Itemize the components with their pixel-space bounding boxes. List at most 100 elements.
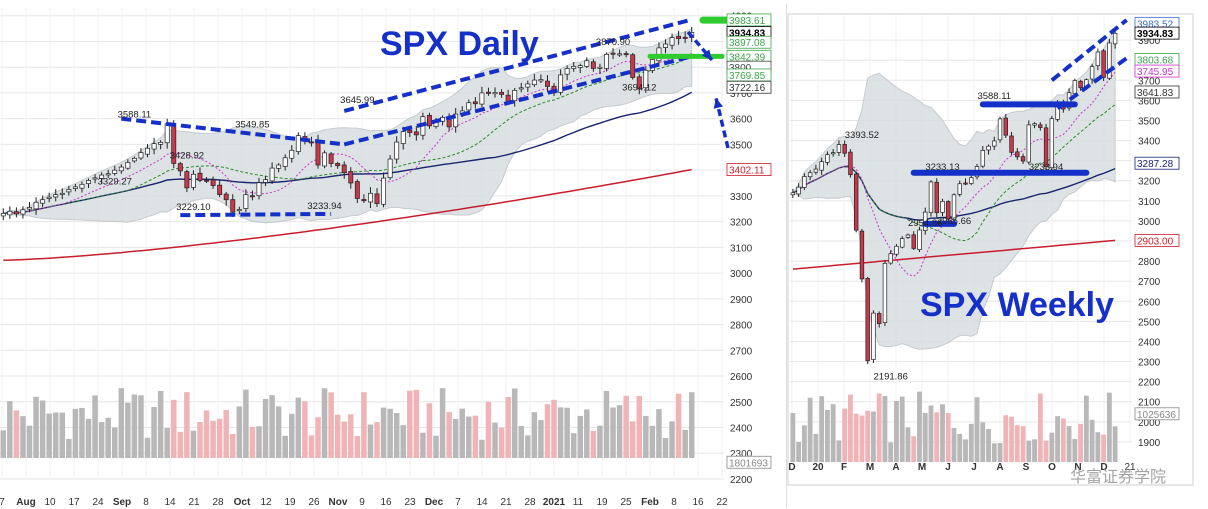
volume-bar-27 [945, 412, 951, 462]
volume-bar-28 [184, 392, 190, 458]
y-tick-label-2500: 2500 [1138, 317, 1161, 328]
daily-arrow-down-head [701, 49, 712, 60]
volume-bar-67 [439, 388, 446, 458]
candle-body-3 [20, 209, 26, 215]
volume-bar-19 [899, 396, 905, 462]
candle-body-34 [986, 145, 991, 151]
candle-body-74 [486, 91, 491, 94]
volume-bar-74 [485, 401, 492, 458]
candle-body-53 [348, 171, 354, 184]
y-tick-label-3100: 3100 [1138, 197, 1161, 208]
volume-bar-47 [308, 435, 315, 458]
volume-bar-32 [974, 397, 980, 462]
y-tick-label-2500: 2500 [730, 398, 753, 409]
candle-body-89 [584, 60, 590, 67]
ma-20-line [3, 56, 692, 214]
volume-bar-7 [830, 404, 836, 462]
candle-body-27 [946, 201, 951, 220]
volume-bar-9 [59, 412, 66, 458]
candle-body-36 [997, 118, 1003, 141]
candle-body-50 [328, 153, 334, 164]
candle-body-101 [663, 43, 668, 48]
right-label-box-3 [1134, 64, 1180, 78]
x-tick-label-22: 28 [524, 497, 536, 508]
y-tick-label-3600: 3600 [1138, 96, 1161, 107]
daily-annotations: 3588.11 3428.92 3329.27 3229.10 3549.85 3233.… [98, 37, 657, 213]
y-tick-label-3500: 3500 [1138, 116, 1161, 127]
volume-bar-12 [79, 407, 85, 458]
candle-body-44 [1043, 127, 1049, 168]
x-tick-label-25: 19 [596, 497, 608, 508]
candle-body-40 [263, 179, 268, 183]
y-tick-label-2100: 2100 [1138, 398, 1161, 409]
candle-body-91 [597, 66, 603, 69]
candle-body-24 [158, 141, 164, 145]
daily-arrow-up-head [713, 98, 723, 109]
candle-body-41 [269, 167, 275, 182]
volume-bar-15 [98, 422, 105, 458]
candle-body-22 [917, 229, 922, 250]
volume-bar-61 [400, 425, 406, 458]
x-tick-label-9: S [1023, 462, 1030, 473]
candle-body-42 [276, 164, 282, 169]
candle-body-6 [40, 199, 46, 204]
x-tick-label-6: J [945, 462, 951, 473]
daily-x-axis: 7 Aug 10 17 24 Sep 8 14 21 28 Oct 12 19 26 Nov 9 16 23 Dec… [0, 497, 728, 508]
candle-body-40 [1020, 156, 1026, 162]
x-tick-label-12: 19 [284, 497, 296, 508]
x-tick-label-1: 20 [812, 462, 824, 473]
volume-bar-8 [836, 440, 842, 462]
candle-body-55 [1107, 42, 1112, 79]
volume-bar-0 [0, 430, 7, 458]
x-tick-label-21: 21 [500, 497, 512, 508]
volume-bar-17 [888, 442, 894, 462]
candle-body-65 [427, 114, 432, 127]
candle-body-20 [905, 234, 911, 238]
volume-bar-97 [636, 395, 643, 458]
x-tick-label-11: N [1074, 462, 1081, 473]
x-tick-label-13: 21 [1124, 462, 1136, 473]
volume-bar-92 [603, 390, 610, 458]
candle-body-61 [400, 131, 406, 144]
volume-bar-23 [151, 407, 157, 458]
candle-body-1 [796, 186, 801, 195]
daily-resistance-descending [121, 116, 345, 147]
price-annotation-3428.92: 3428.92 [170, 151, 204, 162]
y-tick-label-2200: 2200 [1138, 378, 1161, 389]
right-label-box-2 [726, 35, 772, 49]
candle-body-33 [980, 150, 985, 167]
candle-body-30 [963, 182, 968, 185]
y-tick-label-2800: 2800 [1138, 257, 1161, 268]
daily-chart: 3588.11 3428.92 3329.27 3229.10 3549.85 3233.… [0, 8, 772, 508]
volume-bar-22 [144, 437, 151, 458]
right-label-2903.00: 2903.00 [1137, 236, 1174, 247]
right-label-box-7 [726, 163, 772, 176]
price-annotation-3588.11: 3588.11 [118, 110, 152, 121]
volume-bar-3 [807, 397, 813, 462]
volume-bar-3 [20, 416, 26, 458]
x-tick-label-24: 11 [573, 497, 584, 508]
y-tick-label-2600: 2600 [1138, 297, 1161, 308]
candle-body-1 [7, 210, 13, 216]
weekly-candles [790, 28, 1118, 365]
ma-200-line [792, 239, 1116, 270]
y-tick-label-3100: 3100 [730, 243, 753, 254]
right-label-3402.11: 3402.11 [729, 166, 765, 177]
volume-bar-4 [26, 425, 33, 458]
volume-bar-46 [302, 401, 308, 458]
x-tick-label-5: Sep [113, 497, 131, 508]
candle-body-12 [859, 230, 865, 280]
volume-bar-102 [669, 421, 675, 458]
candle-body-76 [499, 91, 505, 95]
volume-bar-68 [446, 412, 452, 458]
volume-bar-47 [1060, 418, 1066, 462]
candle-body-56 [368, 192, 373, 203]
volume-bar-30 [197, 421, 203, 458]
candle-body-31 [969, 177, 974, 184]
volume-bar-26 [170, 399, 177, 458]
candle-body-102 [669, 37, 675, 46]
volume-bar-42 [275, 406, 282, 458]
volume-bar-88 [577, 415, 584, 458]
candle-body-9 [842, 144, 847, 154]
candle-body-24 [928, 181, 934, 213]
